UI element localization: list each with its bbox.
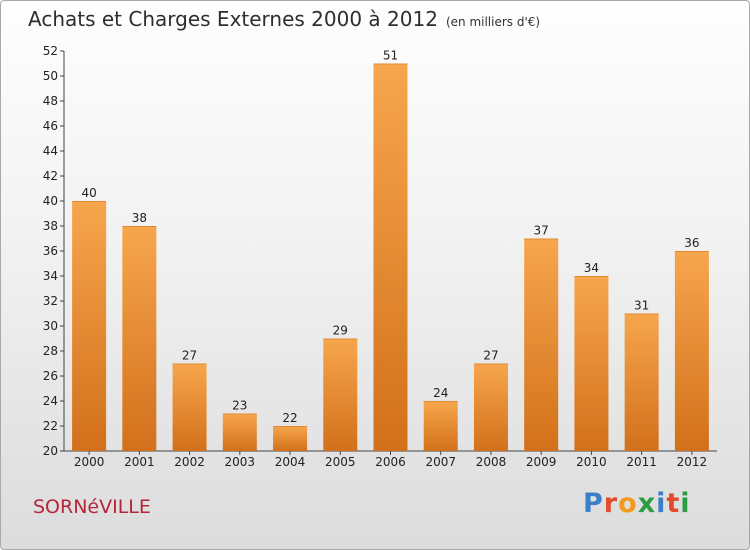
x-tick-label: 2006 [375,455,406,469]
x-tick-label: 2000 [74,455,105,469]
x-tick-label: 2001 [124,455,155,469]
y-tick-label: 50 [43,69,58,83]
y-tick-label: 52 [43,44,58,58]
value-label: 23 [232,399,247,413]
x-tick-label: 2008 [476,455,507,469]
chart-title-text: Achats et Charges Externes 2000 à 2012 [28,7,438,31]
y-tick-label: 46 [43,119,58,133]
bar-2006 [373,63,408,451]
y-tick-label: 40 [43,194,58,208]
bar-2010 [574,276,609,451]
x-tick-label: 2003 [225,455,256,469]
value-label: 51 [383,49,398,63]
y-tick-label: 32 [43,294,58,308]
value-label: 31 [634,299,649,313]
y-tick-label: 44 [43,144,58,158]
bar-2004 [273,426,308,451]
y-tick-label: 34 [43,269,58,283]
y-tick-label: 36 [43,244,58,258]
bar-2009 [524,238,559,451]
value-label: 24 [433,386,448,400]
x-tick-label: 2005 [325,455,356,469]
value-label: 27 [182,349,197,363]
chart-subtitle: (en milliers d'€) [445,15,541,29]
bar-2005 [323,338,358,451]
proxiti-logo: Proxiti [583,488,691,519]
y-tick-label: 48 [43,94,58,108]
value-label: 27 [483,349,498,363]
y-tick-label: 42 [43,169,58,183]
bar-2000 [72,201,107,451]
x-tick-label: 2007 [425,455,456,469]
value-label: 29 [333,324,348,338]
value-label: 37 [534,224,549,238]
y-tick-label: 26 [43,369,58,383]
y-tick-label: 28 [43,344,58,358]
x-tick-label: 2002 [174,455,205,469]
y-tick-label: 20 [43,444,58,458]
y-tick-label: 24 [43,394,58,408]
x-tick-label: 2010 [576,455,607,469]
value-label: 34 [584,261,599,275]
bar-2011 [624,313,659,451]
y-tick-label: 22 [43,419,58,433]
x-tick-label: 2011 [626,455,657,469]
x-tick-label: 2004 [275,455,306,469]
value-label: 22 [282,411,297,425]
bar-2003 [222,413,257,451]
bar-2008 [473,363,508,451]
bar-2001 [122,226,157,451]
value-label: 36 [684,236,699,250]
x-tick-label: 2009 [526,455,557,469]
y-tick-label: 30 [43,319,58,333]
bar-2012 [674,251,709,451]
y-tick-label: 38 [43,219,58,233]
commune-name: SORNéVILLE [33,496,151,518]
chart-title: Achats et Charges Externes 2000 à 2012 (e… [28,7,540,31]
x-tick-label: 2012 [677,455,708,469]
value-label: 38 [132,211,147,225]
bar-2002 [172,363,207,451]
bar-2007 [423,401,458,451]
value-label: 40 [81,186,96,200]
